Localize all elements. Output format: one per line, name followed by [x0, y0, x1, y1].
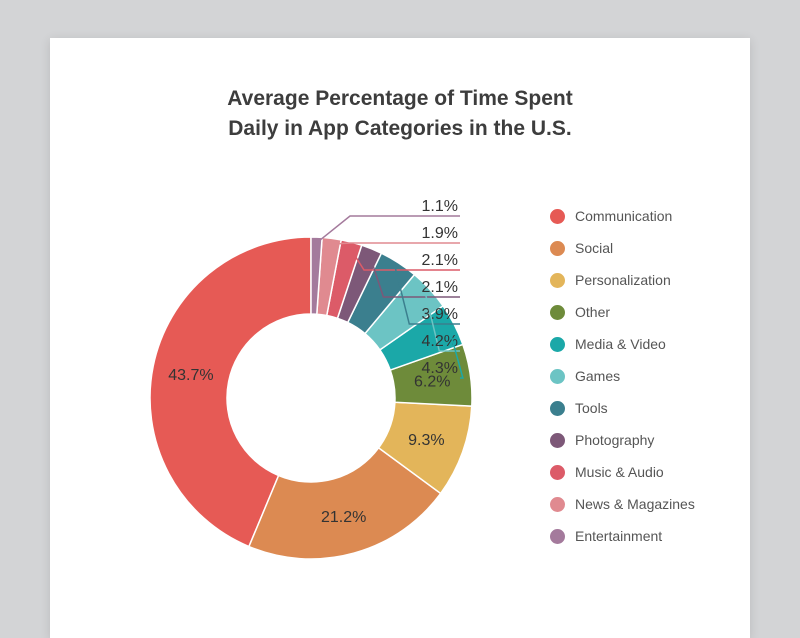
legend-label-entertainment: Entertainment: [575, 528, 663, 544]
legend-label-music-audio: Music & Audio: [575, 464, 664, 480]
legend-label-personalization: Personalization: [575, 272, 671, 288]
legend-marker-communication: [550, 208, 565, 224]
slice-news-magazines: [316, 236, 343, 317]
donut-chart: 43.7% 21.2% 9.3% 6.2% 1.1% 1.9% 2.1% 2.1% 3.9% 4.…: [149, 198, 473, 560]
legend-label-media-video: Media & Video: [575, 336, 666, 352]
legend-marker-entertainment: [550, 528, 565, 544]
leader-line-media-video: [448, 326, 464, 379]
leader-line-games: [424, 293, 460, 352]
data-label-social: 21.2%: [321, 509, 366, 526]
data-label-other: 6.2%: [414, 373, 450, 390]
legend-label-tools: Tools: [575, 400, 608, 416]
legend-label-other: Other: [575, 304, 611, 320]
legend-item-news-magazines: News & Magazines: [550, 488, 695, 520]
legend-label-communication: Communication: [575, 208, 673, 224]
legend-marker-other: [550, 304, 565, 320]
leader-line-tools: [394, 267, 460, 325]
legend-item-other: Other: [550, 296, 695, 328]
slice-media-video: [378, 304, 464, 371]
slice-music-audio: [325, 238, 363, 320]
legend-marker-games: [550, 368, 565, 384]
legend-marker-tools: [550, 400, 565, 416]
slice-personalization: [377, 401, 473, 495]
legend-marker-social: [550, 240, 565, 256]
slice-games: [363, 273, 445, 351]
chart-title-line-1: Average Percentage of Time Spent: [227, 87, 573, 110]
slice-tools: [346, 252, 416, 335]
chart-title: Average Percentage of Time Spent Daily i…: [50, 84, 750, 144]
data-label-communication: 43.7%: [168, 367, 213, 384]
legend-item-photography: Photography: [550, 424, 695, 456]
legend-marker-photography: [550, 432, 565, 448]
legend-item-personalization: Personalization: [550, 264, 695, 296]
data-label-news-magazines: 1.9%: [422, 225, 458, 242]
data-label-personalization: 9.3%: [408, 432, 444, 449]
data-label-photography: 2.1%: [422, 279, 458, 296]
legend-label-news-magazines: News & Magazines: [575, 496, 695, 512]
legend-item-communication: Communication: [550, 200, 695, 232]
legend-item-games: Games: [550, 360, 695, 392]
legend-item-entertainment: Entertainment: [550, 520, 695, 552]
legend-marker-music-audio: [550, 464, 565, 480]
data-label-tools: 3.9%: [422, 306, 458, 323]
legend-label-social: Social: [575, 240, 614, 256]
slice-other: [389, 343, 473, 407]
legend-label-photography: Photography: [575, 432, 655, 448]
chart-legend: Communication Social Personalization Oth…: [550, 200, 695, 552]
legend-item-tools: Tools: [550, 392, 695, 424]
data-label-media-video: 4.3%: [422, 360, 458, 377]
slice-social: [247, 446, 442, 560]
legend-marker-personalization: [550, 272, 565, 288]
slice-photography: [336, 244, 383, 324]
legend-item-social: Social: [550, 232, 695, 264]
data-label-entertainment: 1.1%: [422, 198, 458, 215]
data-label-games: 4.2%: [422, 333, 458, 350]
legend-label-games: Games: [575, 368, 621, 384]
legend-marker-media-video: [550, 336, 565, 352]
legend-marker-news-magazines: [550, 496, 565, 512]
chart-title-line-2: Daily in App Categories in the U.S.: [228, 117, 572, 140]
slice-entertainment: [310, 236, 323, 316]
legend-item-music-audio: Music & Audio: [550, 456, 695, 488]
chart-card: Average Percentage of Time Spent Daily i…: [50, 38, 750, 638]
data-label-music-audio: 2.1%: [422, 252, 458, 269]
leader-line-entertainment: [315, 215, 460, 244]
slice-communication: [149, 236, 312, 548]
leader-line-news-magazines: [330, 242, 460, 246]
legend-item-media-video: Media & Video: [550, 328, 695, 360]
leader-line-music-audio: [349, 247, 460, 271]
leader-line-photography: [368, 254, 460, 298]
